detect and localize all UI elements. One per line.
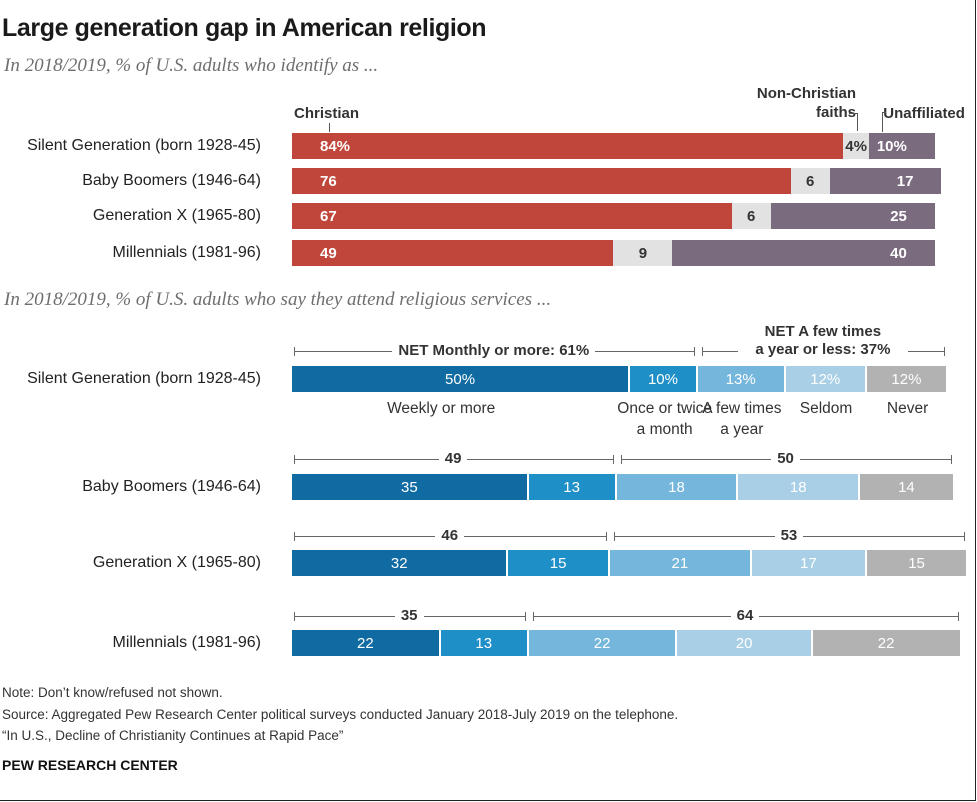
net-bracket-end [605, 532, 607, 541]
net-bracket-end [612, 455, 614, 464]
bar-segment-once-or-twice-a-month: 13 [528, 474, 616, 500]
net-label-net-a-few-times-a-year-or-less: NET A few times a year or less: 37% [737, 323, 908, 359]
net-label-net-monthly-or-more: NET Monthly or more: 61% [392, 342, 596, 360]
net-label-net-monthly-or-more: 35 [394, 607, 424, 625]
bar-segment-a-few-times-a-year: 13% [697, 366, 785, 392]
legend-tick-non-christian [857, 113, 859, 131]
note-text: Note: Don’t know/refused not shown. [2, 685, 223, 700]
bar-segment-unaffiliated: 40 [672, 240, 935, 266]
bar-segment-christian: 84% [292, 133, 844, 159]
category-label-seldom: Seldom [800, 398, 853, 419]
legend-label-unaffiliated: Unaffiliated [883, 105, 965, 122]
legend-label-non-christian: Non-Christian faiths [731, 84, 856, 122]
legend-tick-christian [329, 123, 330, 132]
category-label-a-few-times-a-year: A few times a year [702, 398, 781, 440]
bar-segment-once-or-twice-a-month: 10% [630, 366, 697, 392]
category-label-never: Never [887, 398, 928, 419]
bar-segment-once-or-twice-a-month: 15 [508, 550, 609, 576]
bar-segment-a-few-times-a-year: 18 [616, 474, 738, 500]
row-label-baby-boomers-1946-64: Baby Boomers (1946-64) [82, 478, 261, 495]
row-label-generation-x-1965-80: Generation X (1965-80) [92, 554, 261, 571]
net-label-net-a-few-times-a-year-or-less: 50 [771, 450, 800, 468]
category-label-line: a month [636, 421, 693, 438]
row-label-millennials-1981-96: Millennials (1981-96) [112, 634, 261, 651]
bar-segment-a-few-times-a-year: 22 [528, 630, 677, 656]
net-bracket-end [693, 347, 695, 356]
bar-segment-a-few-times-a-year: 21 [609, 550, 751, 576]
category-label-line: A few times [702, 400, 782, 417]
net-bracket-end [613, 532, 615, 541]
bar-segment-non-christian-faiths: 4% [843, 133, 870, 159]
bar-segment-seldom: 18 [738, 474, 860, 500]
bar-segment-weekly-or-more: 22 [292, 630, 440, 656]
bar-segment-seldom: 20 [677, 630, 812, 656]
row-label-silent-generation-born-1928-45: Silent Generation (born 1928-45) [27, 137, 261, 154]
chart2-subtitle: In 2018/2019, % of U.S. adults who say t… [4, 289, 552, 310]
bar-segment-christian: 67 [292, 203, 732, 229]
legend-label-line: faiths [816, 104, 857, 121]
net-bracket-end [620, 455, 622, 464]
category-label-once-or-twice-a-month: Once or twice a month [617, 398, 712, 440]
row-label-millennials-1981-96: Millennials (1981-96) [112, 244, 261, 261]
bar-segment-never: 15 [866, 550, 968, 576]
net-label-line: NET A few times [764, 323, 882, 340]
category-label-weekly-or-more: Weekly or more [387, 398, 495, 419]
net-label-net-a-few-times-a-year-or-less: 64 [730, 607, 760, 625]
bar-segment-once-or-twice-a-month: 13 [440, 630, 528, 656]
net-label-line: a year or less: 37% [755, 341, 891, 358]
net-bracket-end [524, 612, 526, 621]
net-label-net-monthly-or-more: 49 [438, 450, 468, 468]
net-label-net-monthly-or-more: 46 [435, 527, 465, 545]
legend-connector-unaffiliated [882, 112, 887, 113]
category-label-line: a year [720, 421, 764, 438]
bar-segment-seldom: 17 [751, 550, 866, 576]
legend-label-line: Non-Christian [756, 85, 857, 102]
bar-segment-christian: 49 [292, 240, 614, 266]
chart-title: Large generation gap in American religio… [2, 14, 487, 42]
bar-segment-weekly-or-more: 50% [292, 366, 630, 392]
net-label-net-a-few-times-a-year-or-less: 53 [774, 527, 804, 545]
bar-segment-unaffiliated: 10% [869, 133, 935, 159]
row-label-baby-boomers-1946-64: Baby Boomers (1946-64) [82, 172, 261, 189]
legend-label-christian: Christian [294, 105, 360, 122]
net-bracket-end [294, 347, 295, 356]
net-bracket-end [957, 612, 959, 621]
bar-segment-never: 22 [812, 630, 961, 656]
net-bracket-end [964, 532, 966, 541]
category-label-line: Seldom [799, 400, 853, 417]
net-bracket-end [294, 532, 295, 541]
bar-segment-non-christian-faiths: 9 [613, 240, 673, 266]
bar-segment-never: 14 [860, 474, 954, 500]
source-text: Source: Aggregated Pew Research Center p… [2, 707, 679, 722]
chart1-subtitle: In 2018/2019, % of U.S. adults who ident… [4, 55, 379, 76]
net-bracket-end [944, 347, 945, 356]
bar-segment-non-christian-faiths: 6 [790, 168, 830, 194]
row-label-silent-generation-born-1928-45: Silent Generation (born 1928-45) [27, 370, 261, 387]
bar-segment-unaffiliated: 17 [829, 168, 942, 194]
report-title: “In U.S., Decline of Christianity Contin… [2, 728, 344, 743]
net-bracket-end [701, 347, 703, 356]
category-label-line: Weekly or more [387, 400, 496, 417]
net-bracket-end [532, 612, 534, 621]
bar-segment-christian: 76 [292, 168, 791, 194]
bar-segment-weekly-or-more: 35 [292, 474, 528, 500]
bar-segment-never: 12% [866, 366, 947, 392]
bar-segment-weekly-or-more: 32 [292, 550, 508, 576]
bar-segment-unaffiliated: 25 [770, 203, 935, 229]
legend-tick-unaffiliated [882, 112, 884, 132]
net-bracket-end [294, 612, 295, 621]
bar-segment-non-christian-faiths: 6 [731, 203, 771, 229]
category-label-line: Never [886, 400, 929, 417]
row-label-generation-x-1965-80: Generation X (1965-80) [92, 207, 261, 224]
category-label-line: Once or twice [617, 400, 713, 417]
net-bracket-end [294, 455, 295, 464]
pew-logo-text: PEW RESEARCH CENTER [2, 757, 178, 773]
net-bracket-end [950, 455, 952, 464]
bar-segment-seldom: 12% [785, 366, 866, 392]
legend-connector-non-christian [849, 113, 858, 114]
